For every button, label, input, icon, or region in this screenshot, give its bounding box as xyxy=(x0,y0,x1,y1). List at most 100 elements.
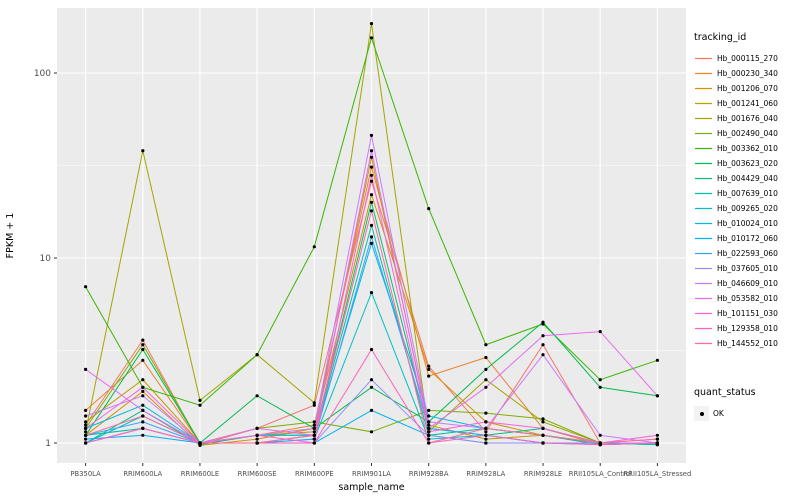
legend-item: Hb_001676_040 xyxy=(694,111,800,126)
data-point xyxy=(484,437,488,441)
legend-item: Hb_003623_020 xyxy=(694,156,800,171)
plot-area: 1 10 100 PB350LA RRIM600LA RRIM600LE RRIM600SE… xyxy=(5,8,691,493)
data-point xyxy=(141,408,145,412)
data-point xyxy=(198,441,202,445)
x-tick-label: PB350LA xyxy=(70,470,101,478)
data-point xyxy=(484,426,488,430)
legend-item: Hb_004429_040 xyxy=(694,171,800,186)
data-point xyxy=(369,149,374,153)
data-point xyxy=(369,385,374,389)
quant-legend-item: OK xyxy=(694,406,800,421)
data-point xyxy=(484,378,488,382)
data-point xyxy=(427,433,431,437)
data-point xyxy=(598,330,602,334)
data-point xyxy=(141,347,145,352)
legend-key-line xyxy=(695,87,712,90)
line-chart: 1 10 100 PB350LA RRIM600LA RRIM600LE RRIM600SE… xyxy=(5,8,691,493)
x-axis-title: sample_name xyxy=(338,482,404,493)
data-point xyxy=(369,200,374,204)
data-point xyxy=(427,367,431,371)
data-point xyxy=(312,423,316,427)
legend-title-quant-status: quant_status xyxy=(694,387,756,398)
data-point xyxy=(484,411,488,415)
data-point xyxy=(427,423,431,427)
data-point xyxy=(84,441,88,445)
data-point xyxy=(141,385,145,389)
data-point xyxy=(141,426,145,430)
data-point xyxy=(369,173,374,177)
legend-key-line xyxy=(695,177,712,180)
data-point xyxy=(369,155,374,159)
legend-key-line xyxy=(695,327,712,330)
data-point xyxy=(427,430,431,434)
legend-key-line xyxy=(695,57,712,60)
data-point xyxy=(484,343,488,347)
y-axis-title: FPKM + 1 xyxy=(5,213,16,259)
data-point xyxy=(369,408,374,412)
data-point xyxy=(141,433,145,437)
data-point xyxy=(84,367,88,371)
legend-key-line xyxy=(695,162,712,165)
x-tick-label: RRIM600LA xyxy=(123,470,162,478)
legend-item: Hb_101151_030 xyxy=(694,306,800,321)
legend-panel: tracking_id Hb_000115_270 Hb_000230_340 Hb… xyxy=(692,0,800,500)
data-point xyxy=(369,241,374,245)
data-point xyxy=(427,374,431,378)
data-point xyxy=(84,423,88,427)
legend-item-label: Hb_129358_010 xyxy=(717,324,778,333)
data-point xyxy=(598,433,602,437)
data-point xyxy=(427,414,431,418)
data-point xyxy=(541,343,545,347)
legend-item: Hb_001241_060 xyxy=(694,96,800,111)
x-tick-label: RRIM901LA xyxy=(352,470,391,478)
legend-item: Hb_009265_020 xyxy=(694,201,800,216)
data-point xyxy=(255,426,259,430)
data-point xyxy=(84,420,88,424)
data-point xyxy=(541,441,545,445)
data-point xyxy=(255,441,259,445)
data-point xyxy=(369,430,374,434)
legend-item: Hb_053582_010 xyxy=(694,291,800,306)
data-point xyxy=(427,437,431,441)
quant-legend-label: OK xyxy=(713,409,724,418)
data-point xyxy=(484,385,488,389)
data-point xyxy=(141,343,145,347)
data-point xyxy=(484,430,488,434)
x-tick-label: RRIM928BA xyxy=(409,470,449,478)
data-point xyxy=(312,403,316,407)
legend-item-label: Hb_001206_070 xyxy=(717,84,778,93)
data-point xyxy=(84,437,88,441)
legend-key-line xyxy=(695,147,712,150)
data-point xyxy=(369,347,374,352)
data-point xyxy=(141,389,145,393)
data-point xyxy=(541,334,545,338)
point-icon xyxy=(699,411,704,416)
data-point xyxy=(198,398,202,402)
legend-item-label: Hb_003623_020 xyxy=(717,159,778,168)
data-point xyxy=(255,394,259,398)
legend-item: Hb_037605_010 xyxy=(694,261,800,276)
legend-key-line xyxy=(695,102,712,105)
legend-item: Hb_000115_270 xyxy=(694,51,800,66)
data-point xyxy=(427,408,431,412)
legend-item-label: Hb_001676_040 xyxy=(717,114,778,123)
data-point xyxy=(84,426,88,430)
data-point xyxy=(369,165,374,169)
data-point xyxy=(255,433,259,437)
data-point xyxy=(655,437,660,441)
data-point xyxy=(84,414,88,418)
data-point xyxy=(84,433,88,437)
legend-item-label: Hb_010172_060 xyxy=(717,234,778,243)
data-point xyxy=(541,433,545,437)
legend-item: Hb_001206_070 xyxy=(694,81,800,96)
data-point xyxy=(312,433,316,437)
data-point xyxy=(369,179,374,183)
y-tick-label: 10 xyxy=(40,254,52,264)
data-point xyxy=(255,437,259,441)
data-point xyxy=(541,353,545,357)
data-point xyxy=(598,441,602,445)
legend-item: Hb_022593_060 xyxy=(694,246,800,261)
data-point xyxy=(369,36,374,40)
data-point xyxy=(655,433,660,437)
data-point xyxy=(141,403,145,407)
